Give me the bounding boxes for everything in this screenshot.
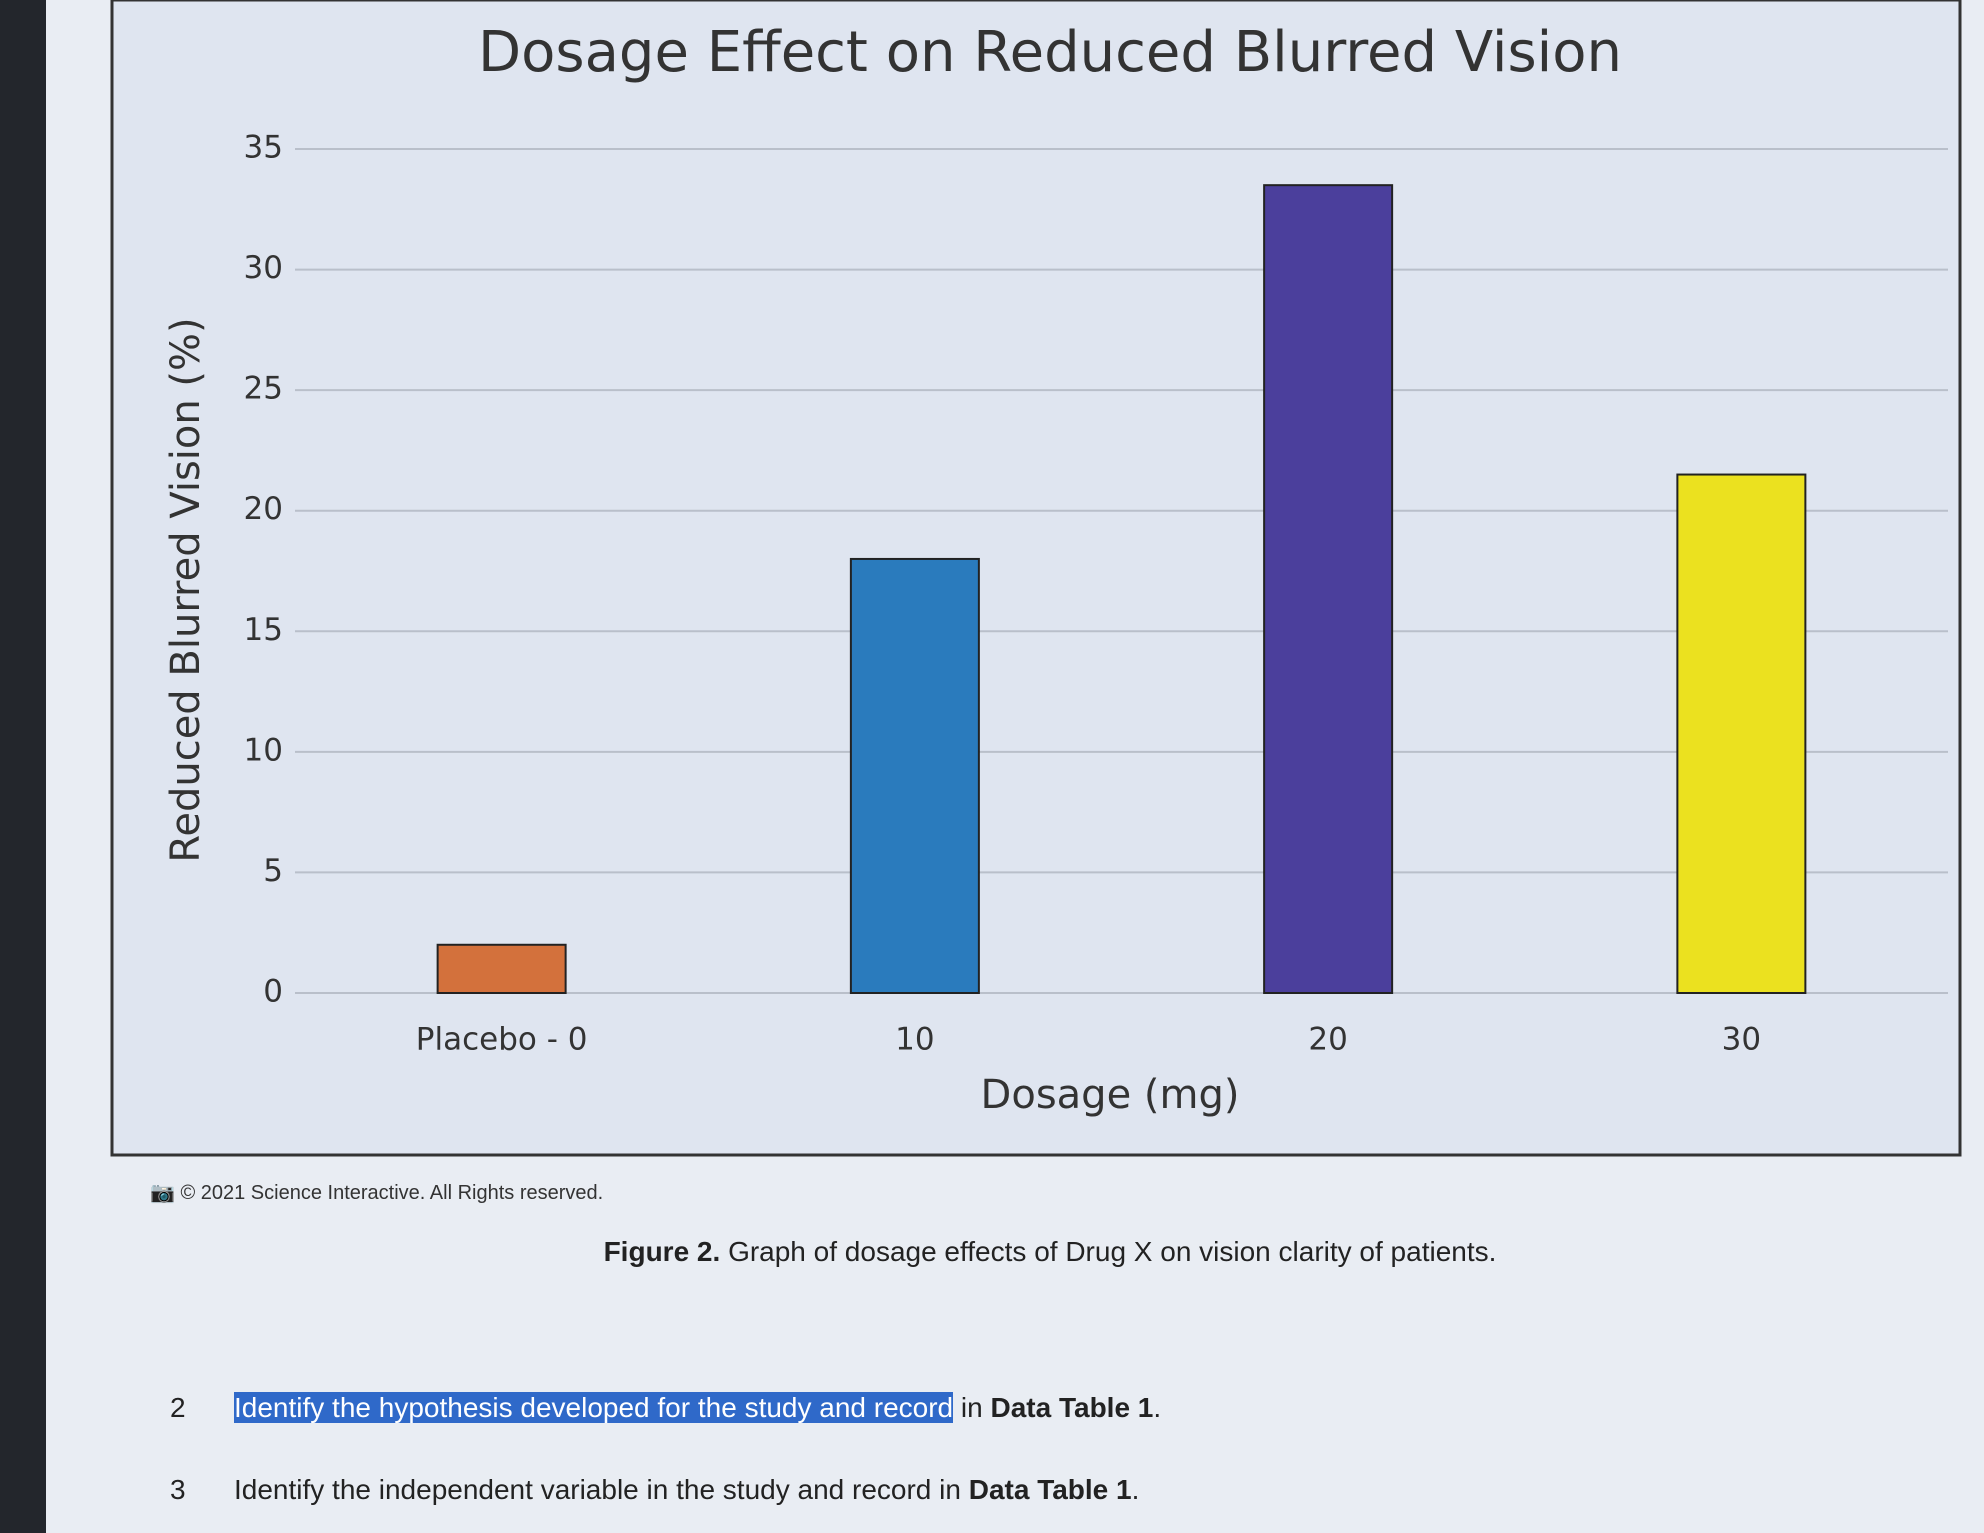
caption-label: Figure 2. (603, 1236, 721, 1267)
caption-text: Graph of dosage effects of Drug X on vis… (728, 1236, 1497, 1267)
y-tick-label: 25 (244, 371, 283, 407)
y-tick-label: 0 (263, 974, 283, 1010)
copyright-text: © 2021 Science Interactive. All Rights r… (180, 1182, 604, 1204)
x-tick-label: 10 (895, 1022, 934, 1058)
y-tick-label: 20 (244, 491, 283, 527)
caption: Figure 2. Graph of dosage effects of Dru… (0, 1236, 1984, 1268)
question-end: . (1131, 1474, 1140, 1505)
table-ref: Data Table 1 (990, 1392, 1154, 1423)
highlighted-text: Identify the hypothesis developed for th… (234, 1392, 954, 1423)
x-tick-label: 30 (1722, 1022, 1761, 1058)
y-tick-label: 5 (263, 853, 283, 889)
question-text: in (960, 1392, 983, 1423)
bar (1676, 473, 1807, 994)
y-tick-label: 35 (244, 130, 283, 166)
question-end: . (1153, 1392, 1162, 1423)
chart-frame (110, 0, 1962, 1157)
question: 3 Identify the independent variable in th… (170, 1474, 1139, 1506)
y-tick-label: 10 (244, 732, 283, 768)
bar (436, 943, 567, 994)
y-tick-label: 15 (244, 612, 283, 648)
table-ref: Data Table 1 (968, 1474, 1132, 1505)
copyright: 📷 © 2021 Science Interactive. All Rights… (150, 1182, 604, 1204)
screen-edge (0, 0, 46, 1533)
question-number: 2 (170, 1392, 186, 1423)
x-tick-label: 20 (1308, 1022, 1347, 1058)
chart-title: Dosage Effect on Reduced Blurred Vision (478, 20, 1622, 85)
bar (849, 557, 980, 994)
y-tick-label: 30 (244, 250, 283, 286)
y-axis-label: Reduced Blurred Vision (%) (163, 317, 209, 862)
bar (1263, 184, 1394, 994)
x-tick-label: Placebo - 0 (416, 1022, 588, 1058)
x-axis-label: Dosage (mg) (981, 1072, 1240, 1118)
question-text: Identify the independent variable in the… (234, 1474, 961, 1505)
question: 2 Identify the hypothesis developed for t… (170, 1392, 1161, 1424)
question-number: 3 (170, 1474, 186, 1505)
